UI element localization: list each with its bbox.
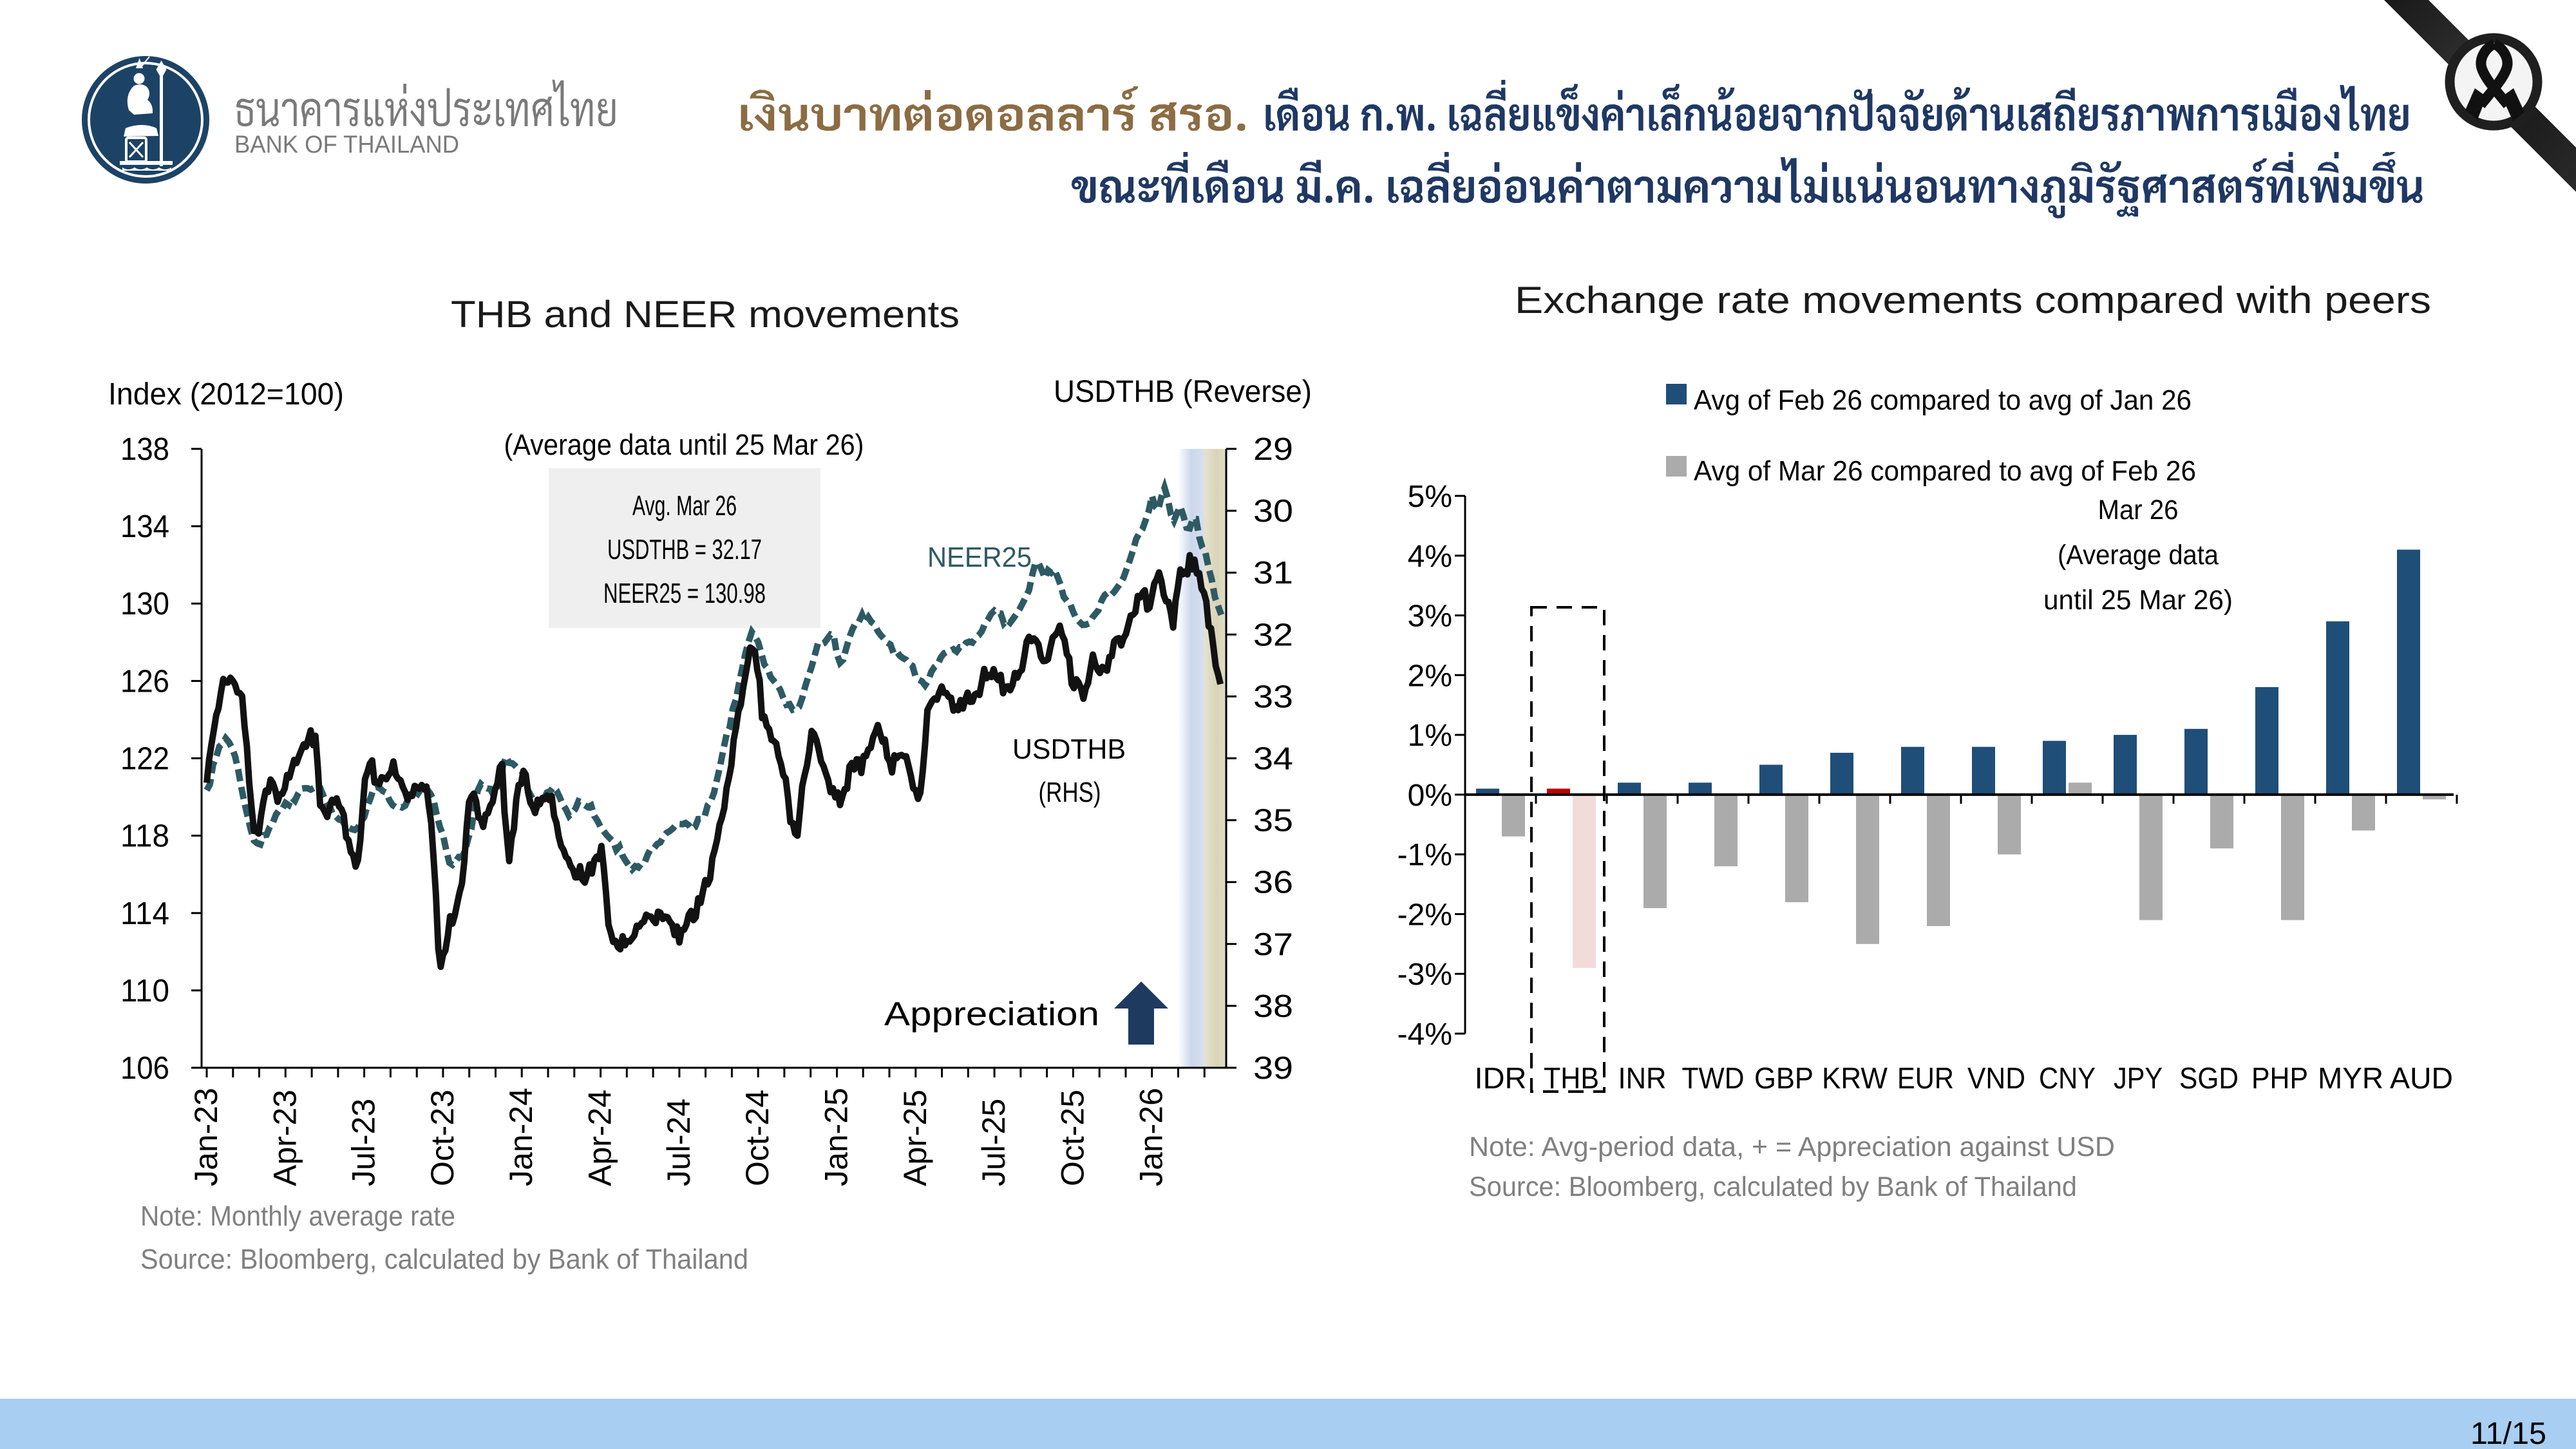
svg-text:5%: 5% [1408, 480, 1452, 514]
svg-text:Jul-24: Jul-24 [661, 1099, 697, 1186]
svg-text:106: 106 [120, 1051, 169, 1086]
svg-text:31: 31 [1253, 556, 1293, 591]
svg-text:USDTHB (Reverse): USDTHB (Reverse) [1054, 375, 1312, 409]
svg-text:2%: 2% [1408, 659, 1452, 693]
svg-text:134: 134 [120, 509, 169, 544]
svg-text:110: 110 [120, 974, 169, 1009]
svg-text:118: 118 [120, 819, 169, 854]
svg-text:INR: INR [1618, 1061, 1667, 1095]
svg-text:Jul-23: Jul-23 [346, 1099, 382, 1186]
svg-text:Note: Avg-period data, + = App: Note: Avg-period data, + = Appreciation … [1469, 1132, 2115, 1162]
svg-text:PHP: PHP [2251, 1061, 2308, 1095]
svg-text:IDR: IDR [1475, 1061, 1527, 1095]
svg-text:36: 36 [1253, 866, 1293, 900]
svg-text:Jan-23: Jan-23 [188, 1088, 224, 1186]
svg-text:138: 138 [120, 432, 169, 467]
svg-text:Jul-25: Jul-25 [976, 1099, 1012, 1186]
svg-text:3%: 3% [1408, 600, 1452, 634]
svg-text:1%: 1% [1408, 719, 1452, 753]
svg-text:114: 114 [120, 896, 169, 931]
svg-text:KRW: KRW [1822, 1061, 1888, 1095]
svg-text:122: 122 [120, 742, 169, 777]
svg-text:NEER25: NEER25 [927, 542, 1032, 573]
svg-text:(RHS): (RHS) [1039, 777, 1101, 808]
svg-text:Index (2012=100): Index (2012=100) [108, 377, 344, 412]
svg-text:-2%: -2% [1397, 898, 1452, 932]
svg-text:38: 38 [1253, 989, 1293, 1024]
svg-text:MYR: MYR [2318, 1061, 2383, 1095]
svg-text:Source: Bloomberg, calculated: Source: Bloomberg, calculated by Bank of… [140, 1244, 748, 1275]
svg-text:Oct-23: Oct-23 [424, 1090, 460, 1186]
svg-text:11/15: 11/15 [2470, 1417, 2546, 1449]
svg-text:(Average data until 25 Mar 26): (Average data until 25 Mar 26) [504, 428, 864, 461]
svg-text:126: 126 [120, 664, 169, 699]
svg-text:Apr-23: Apr-23 [267, 1090, 303, 1186]
svg-text:(Average data: (Average data [2058, 540, 2219, 571]
svg-text:-1%: -1% [1397, 838, 1452, 873]
svg-text:Apr-25: Apr-25 [897, 1090, 933, 1186]
svg-text:32: 32 [1253, 618, 1293, 652]
svg-text:Note: Monthly average rate: Note: Monthly average rate [140, 1200, 455, 1232]
svg-text:4%: 4% [1408, 540, 1452, 574]
svg-text:GBP: GBP [1754, 1061, 1814, 1095]
svg-text:Avg of Mar 26 compared to avg: Avg of Mar 26 compared to avg of Feb 26 [1694, 455, 2196, 487]
svg-text:Avg. Mar 26: Avg. Mar 26 [632, 490, 737, 522]
svg-text:39: 39 [1253, 1051, 1293, 1086]
svg-text:BANK OF THAILAND: BANK OF THAILAND [234, 131, 459, 158]
svg-text:0%: 0% [1408, 779, 1452, 813]
svg-text:Apr-24: Apr-24 [582, 1090, 618, 1186]
svg-text:USDTHB: USDTHB [1012, 734, 1126, 765]
svg-text:TWD: TWD [1682, 1061, 1745, 1095]
svg-text:-4%: -4% [1397, 1018, 1452, 1052]
svg-text:Appreciation: Appreciation [884, 996, 1099, 1033]
svg-text:-3%: -3% [1397, 958, 1452, 992]
svg-text:until 25 Mar 26): until 25 Mar 26) [2043, 585, 2233, 616]
svg-text:34: 34 [1253, 742, 1293, 777]
svg-text:Jan-26: Jan-26 [1133, 1088, 1170, 1186]
svg-text:SGD: SGD [2179, 1061, 2239, 1095]
svg-text:CNY: CNY [2039, 1061, 2096, 1095]
svg-text:EUR: EUR [1897, 1061, 1954, 1095]
svg-text:Jan-24: Jan-24 [503, 1088, 539, 1186]
svg-text:JPY: JPY [2114, 1061, 2163, 1095]
svg-text:NEER25 = 130.98: NEER25 = 130.98 [603, 578, 766, 609]
svg-text:THB: THB [1544, 1061, 1599, 1095]
svg-text:AUD: AUD [2390, 1061, 2453, 1095]
svg-text:Source: Bloomberg, calculated: Source: Bloomberg, calculated by Bank of… [1469, 1171, 2077, 1202]
svg-text:THB and NEER movements: THB and NEER movements [451, 294, 960, 336]
svg-text:29: 29 [1253, 432, 1293, 467]
svg-text:Exchange rate movements compar: Exchange rate movements compared with pe… [1515, 279, 2431, 321]
svg-text:USDTHB = 32.17: USDTHB = 32.17 [607, 534, 762, 565]
svg-text:VND: VND [1967, 1061, 2025, 1095]
svg-text:33: 33 [1253, 679, 1293, 714]
svg-text:Mar 26: Mar 26 [2098, 495, 2179, 526]
svg-text:Oct-24: Oct-24 [739, 1090, 775, 1186]
svg-text:Avg of Feb 26 compared to avg: Avg of Feb 26 compared to avg of Jan 26 [1694, 384, 2192, 416]
svg-text:35: 35 [1253, 804, 1293, 838]
svg-text:130: 130 [120, 587, 169, 621]
svg-text:30: 30 [1253, 494, 1293, 529]
svg-text:Jan-25: Jan-25 [819, 1088, 855, 1186]
svg-text:37: 37 [1253, 927, 1293, 962]
svg-text:Oct-25: Oct-25 [1054, 1090, 1090, 1186]
